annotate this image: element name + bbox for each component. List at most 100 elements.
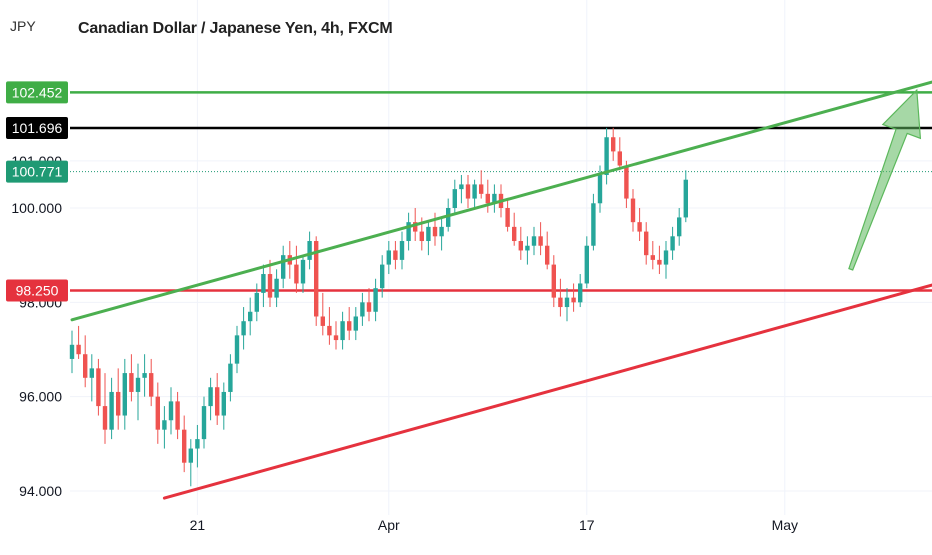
candle-body [393, 250, 398, 260]
candle-body [234, 335, 240, 364]
candle-body [254, 292, 259, 312]
price-tag-last-price [6, 160, 68, 183]
lower-trendline [162, 283, 932, 500]
candle-body [261, 274, 266, 293]
price-tag-label: 98.250 [16, 283, 59, 299]
candle-body [307, 241, 312, 260]
price-tag-label: 102.452 [12, 84, 63, 100]
candle-body [248, 311, 253, 322]
candle-body [89, 368, 94, 378]
candle-body [459, 184, 464, 190]
x-tick-label: 21 [190, 517, 206, 533]
candle-body [644, 231, 649, 256]
candle-body [419, 231, 424, 242]
candle-body [314, 241, 319, 317]
candle-body [551, 264, 556, 298]
candle-body [538, 236, 543, 246]
candle-body [479, 184, 484, 194]
candle-body [505, 208, 510, 227]
candle-body [564, 297, 570, 308]
x-axis: 21Apr17May1523 [190, 517, 798, 533]
candle-body [518, 241, 523, 251]
candle-body [413, 222, 418, 232]
candle-body [591, 203, 596, 246]
candle-body [122, 373, 127, 416]
candle-body [208, 387, 213, 407]
candle-body [320, 316, 325, 326]
candle-body [446, 208, 451, 227]
candle-body [677, 217, 682, 237]
candle-body [195, 439, 200, 449]
candle-body [630, 198, 636, 223]
candle-body [281, 255, 286, 279]
candle-body [168, 401, 174, 421]
candle-body [670, 236, 675, 251]
candle-body [492, 193, 497, 204]
price-tags: 102.452 101.696 100.771 98.250 [6, 81, 68, 302]
candle-body [611, 137, 616, 152]
y-tick-label: 96.000 [19, 389, 62, 405]
y-tick-label: 94.000 [19, 483, 62, 499]
candle-body [96, 368, 101, 407]
candles [69, 127, 688, 487]
candle-body [637, 222, 642, 232]
candle-body [571, 297, 576, 303]
price-tag-label: 101.696 [12, 120, 63, 136]
candle-body [439, 226, 444, 237]
candle-body [386, 250, 391, 265]
upper-trendline [70, 80, 932, 322]
x-tick-label: Apr [378, 517, 400, 533]
chart-title: Canadian Dollar / Japanese Yen, 4h, FXCM [78, 20, 393, 37]
projection-arrow-shape [848, 88, 922, 271]
candle-body [353, 316, 358, 331]
candle-body [531, 236, 537, 246]
candle-body [472, 184, 477, 199]
candle-body [360, 302, 365, 317]
candle-body [426, 226, 431, 242]
candle-body [683, 179, 688, 218]
candle-body [432, 226, 438, 237]
candle-body [366, 302, 372, 312]
candle-body [69, 344, 75, 359]
price-tag-level [6, 117, 68, 140]
candle-body [102, 406, 108, 430]
candle-body [617, 151, 622, 166]
candle-body [188, 448, 193, 463]
candle-body [333, 335, 339, 341]
candle-body [584, 245, 589, 284]
currency-label: JPY [10, 18, 36, 34]
candle-body [201, 406, 207, 440]
candle-body [274, 278, 279, 298]
candle-body [485, 193, 490, 204]
x-tick-label: 17 [579, 517, 595, 533]
candle-body [155, 396, 160, 430]
candle-body [650, 255, 655, 260]
candle-body [452, 189, 457, 208]
candle-body [109, 391, 114, 430]
candle-body [657, 259, 662, 265]
candle-body [215, 387, 220, 416]
candle-body [129, 373, 134, 392]
candle-body [327, 325, 332, 336]
x-tick-label: May [772, 517, 798, 533]
candle-body [116, 391, 121, 416]
candle-body [373, 288, 378, 312]
candle-body [380, 264, 385, 289]
grid [70, 0, 932, 515]
candle-body [347, 321, 352, 331]
candle-body [149, 373, 154, 397]
candle-body [406, 222, 411, 242]
trendlines [70, 80, 932, 500]
y-tick-label: 100.000 [11, 200, 62, 216]
candle-body [83, 354, 88, 378]
candle-body [597, 174, 603, 204]
candle-body [182, 429, 187, 463]
candle-body [604, 137, 609, 175]
candle-body [512, 226, 517, 242]
candle-body [558, 297, 563, 308]
candle-body [175, 401, 180, 430]
projection-arrow [848, 88, 922, 271]
candle-body [300, 259, 306, 284]
